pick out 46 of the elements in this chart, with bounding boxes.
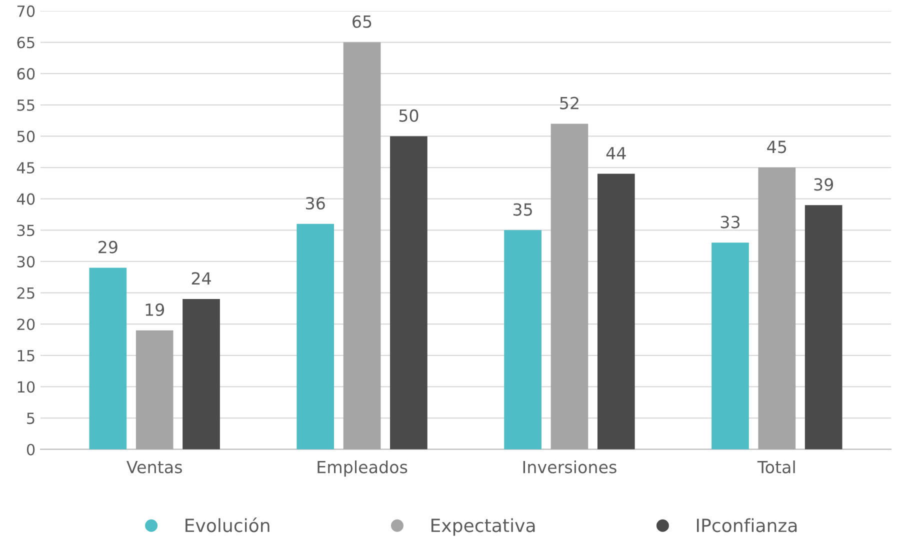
x-tick-label: Inversiones <box>523 460 616 474</box>
data-label: 44 <box>606 147 626 160</box>
bar <box>89 268 127 450</box>
data-label: 24 <box>192 272 211 284</box>
legend-label: Evolución <box>186 517 270 532</box>
bar <box>550 124 588 450</box>
bar <box>712 242 749 450</box>
bar <box>504 230 542 450</box>
y-tick-label: 15 <box>18 350 34 362</box>
bar <box>758 168 796 450</box>
legend-label: Expectativa <box>432 518 535 536</box>
bar <box>597 174 635 450</box>
data-label: 35 <box>513 203 532 216</box>
y-tick-label: 5 <box>27 412 34 424</box>
y-tick-label: 20 <box>17 318 35 330</box>
bar <box>804 205 842 450</box>
data-label: 36 <box>306 196 325 210</box>
y-tick-label: 30 <box>17 256 35 268</box>
bar <box>390 136 428 450</box>
y-tick-label: 50 <box>17 130 35 142</box>
x-tick-label: Empleados <box>318 460 408 477</box>
y-tick-label: 35 <box>17 224 34 236</box>
x-tick-label: Total <box>757 460 795 474</box>
bar <box>296 224 334 450</box>
y-tick-label: 25 <box>17 287 34 299</box>
data-label: 29 <box>98 240 118 254</box>
legend-label: IPconfianza <box>696 518 797 532</box>
data-label: 39 <box>814 178 834 191</box>
data-label: 52 <box>560 96 578 110</box>
y-tick-label: 55 <box>17 100 34 111</box>
data-label: 19 <box>146 303 164 316</box>
bar <box>182 299 220 450</box>
y-tick-label: 0 <box>26 444 35 456</box>
y-tick-label: 10 <box>18 381 35 393</box>
data-label: 33 <box>720 216 740 228</box>
y-tick-label: 70 <box>17 5 35 17</box>
bar <box>136 330 174 450</box>
data-label: 65 <box>352 15 372 28</box>
bar <box>343 42 381 450</box>
data-label: 45 <box>767 140 786 154</box>
x-tick-label: Ventas <box>126 460 182 474</box>
data-label: 50 <box>399 109 418 122</box>
y-tick-label: 40 <box>16 193 35 205</box>
y-tick-label: 45 <box>16 162 34 174</box>
y-tick-label: 60 <box>17 68 35 80</box>
y-tick-label: 65 <box>17 36 34 48</box>
